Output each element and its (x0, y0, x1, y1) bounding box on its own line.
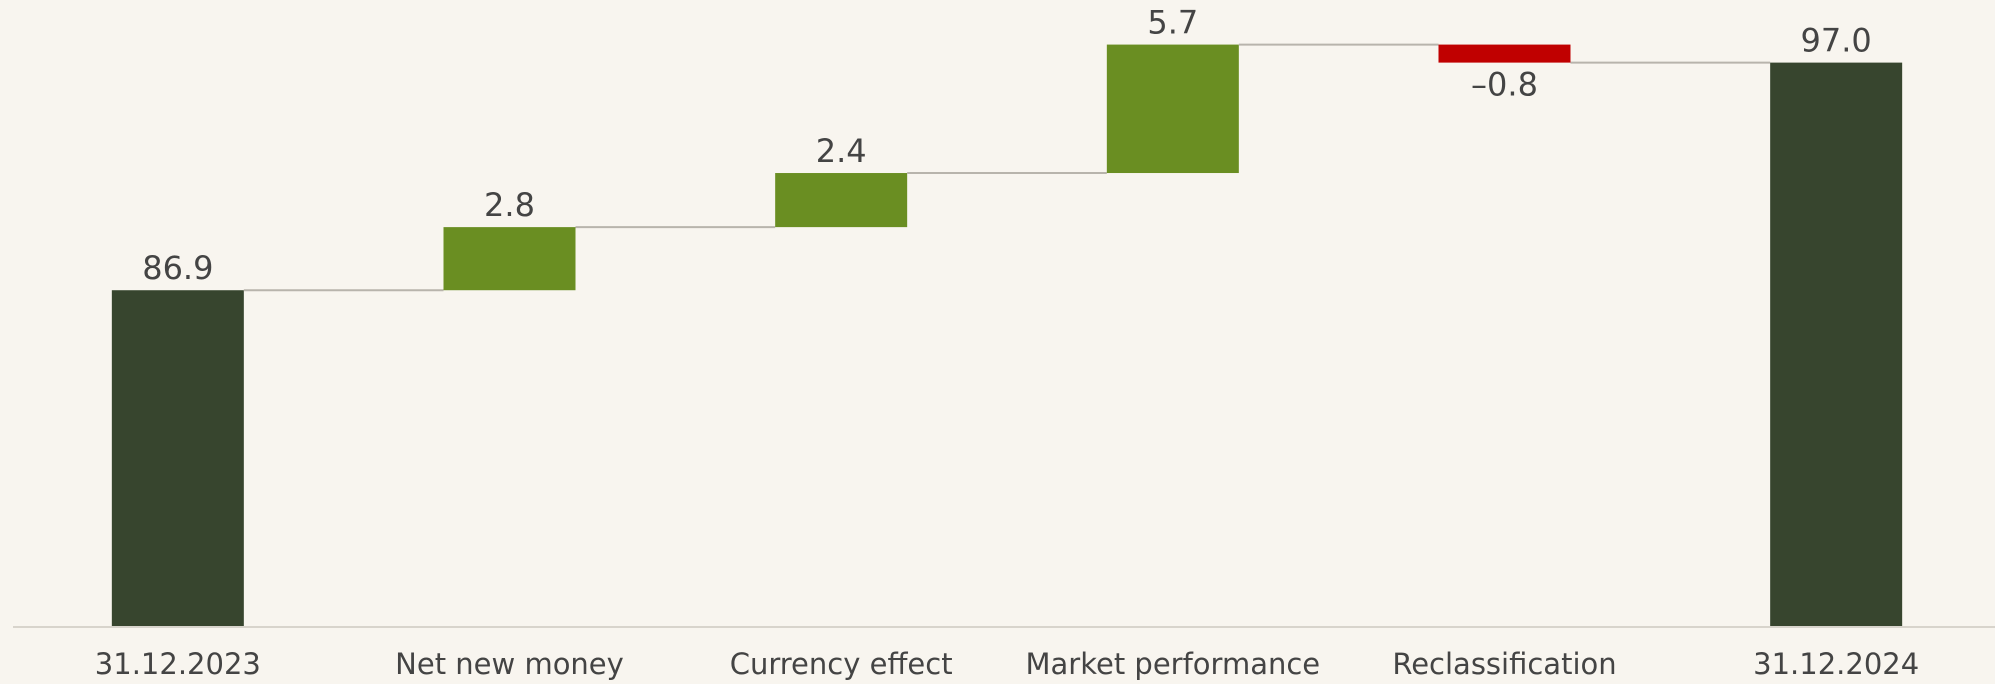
value-label: 2.4 (816, 132, 867, 170)
x-tick-label: 31.12.2024 (1753, 647, 1919, 681)
value-label: 2.8 (484, 186, 535, 224)
x-tick-label: 31.12.2023 (95, 647, 261, 681)
value-label: –0.8 (1471, 66, 1538, 104)
x-tick-label: Currency effect (730, 647, 953, 681)
x-tick-label: Net new money (395, 647, 624, 681)
bar (111, 290, 244, 626)
value-label: 97.0 (1801, 22, 1872, 60)
bar (443, 227, 576, 291)
x-tick-label: Reclassification (1392, 647, 1616, 681)
bar (775, 173, 908, 228)
value-label: 86.9 (142, 249, 213, 287)
bar (1106, 44, 1239, 174)
bar (1770, 62, 1903, 627)
bar (1438, 44, 1571, 63)
x-tick-label: Market performance (1026, 647, 1321, 681)
value-label: 5.7 (1147, 4, 1198, 42)
